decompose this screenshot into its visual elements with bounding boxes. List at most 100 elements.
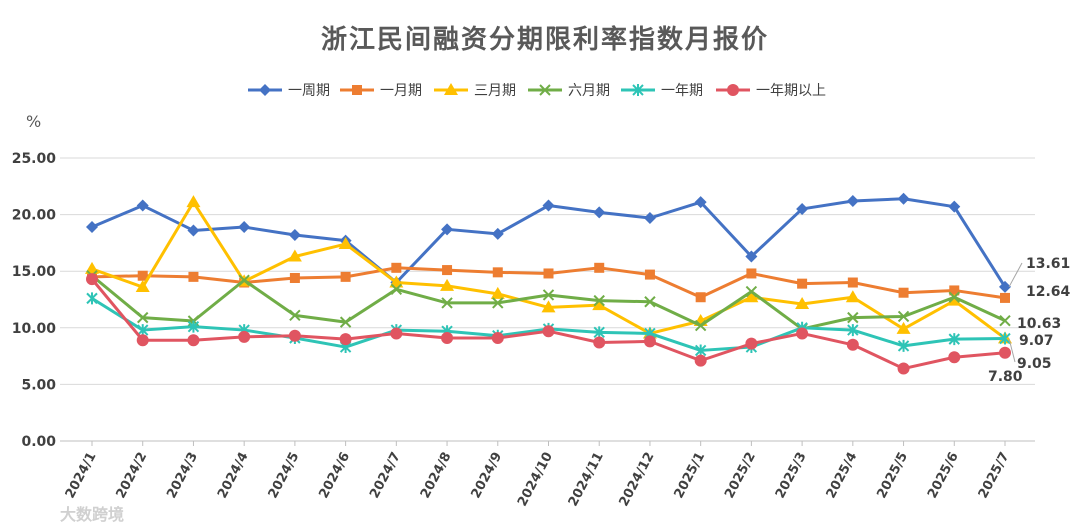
- data-point: [137, 270, 148, 281]
- data-point: [238, 221, 251, 234]
- data-point: [542, 289, 555, 301]
- y-tick-label: 20.00: [12, 208, 57, 224]
- x-tick-label: 2024/7: [367, 450, 404, 501]
- series-6: [86, 273, 1011, 375]
- data-point: [632, 84, 644, 96]
- x-tick-label: 2024/6: [316, 450, 353, 501]
- x-tick-label: 2025/5: [874, 450, 911, 501]
- data-point: [390, 327, 403, 340]
- data-point: [441, 331, 454, 344]
- data-point: [847, 277, 858, 288]
- leader-line: [1008, 262, 1023, 288]
- data-point: [490, 286, 505, 299]
- data-point: [238, 274, 250, 286]
- y-tick-label: 5.00: [21, 377, 56, 393]
- y-tick-label: 25.00: [12, 151, 57, 167]
- y-tick-labels: 0.00 5.00 10.00 15.00 20.00 25.00: [12, 151, 57, 450]
- data-point: [643, 335, 656, 348]
- series-1: [86, 192, 1011, 293]
- data-point: [846, 195, 859, 208]
- end-data-label: 7.80: [988, 369, 1023, 385]
- data-point: [999, 280, 1011, 293]
- data-point: [86, 221, 98, 234]
- data-point: [999, 346, 1011, 359]
- data-point: [896, 321, 911, 334]
- data-point: [492, 297, 504, 309]
- data-point: [745, 337, 758, 350]
- data-point: [745, 285, 758, 298]
- x-tick-label: 2024/12: [617, 450, 658, 509]
- data-point: [136, 199, 149, 212]
- data-point: [797, 278, 808, 289]
- data-point: [796, 327, 809, 340]
- x-tick-label: 2025/2: [722, 450, 759, 501]
- data-point: [289, 309, 301, 322]
- data-point: [643, 211, 656, 224]
- data-point: [187, 320, 200, 333]
- data-point: [491, 227, 504, 240]
- data-point: [999, 332, 1011, 345]
- data-point: [948, 333, 960, 346]
- data-point: [287, 249, 302, 262]
- data-point: [441, 297, 453, 309]
- data-point: [745, 250, 758, 263]
- data-point: [491, 331, 504, 344]
- data-point: [187, 334, 200, 347]
- data-point: [289, 272, 300, 283]
- data-point: [135, 280, 150, 293]
- data-point: [999, 314, 1011, 327]
- data-point: [593, 294, 605, 307]
- series-layer: [85, 192, 1012, 375]
- x-tick-label: 2024/2: [114, 450, 151, 501]
- y-tick-label: 10.00: [12, 321, 57, 337]
- series-4: [86, 270, 1011, 335]
- data-point: [948, 351, 961, 364]
- x-tick-label: 2025/7: [976, 450, 1013, 501]
- data-point: [694, 344, 707, 357]
- data-point: [897, 362, 910, 375]
- data-point: [136, 334, 149, 347]
- data-point: [186, 195, 201, 208]
- data-point: [694, 319, 707, 332]
- x-tick-label: 2024/3: [164, 450, 201, 501]
- data-point: [390, 283, 403, 296]
- data-point: [543, 268, 554, 279]
- legend-label: 一月期: [380, 83, 422, 99]
- data-point: [86, 273, 98, 286]
- end-data-label: 13.61: [1026, 256, 1070, 272]
- end-data-label: 12.64: [1026, 284, 1071, 300]
- data-point: [137, 311, 149, 324]
- data-point: [594, 262, 605, 273]
- x-tick-label: 2024/11: [566, 450, 607, 509]
- data-point: [948, 291, 960, 303]
- data-point: [86, 292, 98, 305]
- leader-line: [1008, 338, 1016, 363]
- data-point: [187, 224, 200, 237]
- data-point: [694, 354, 707, 367]
- data-point: [592, 298, 607, 311]
- data-point: [542, 199, 555, 212]
- x-tick-label: 2025/1: [671, 450, 708, 501]
- x-tick-label: 2024/5: [266, 450, 303, 501]
- legend-label: 一年期: [661, 83, 703, 99]
- data-point: [440, 278, 455, 291]
- legend-item: 一年期以上: [716, 83, 826, 99]
- data-point: [338, 237, 353, 250]
- data-point: [746, 268, 757, 279]
- data-point: [845, 290, 860, 303]
- data-point: [442, 265, 453, 276]
- legend-label: 一周期: [288, 83, 330, 99]
- legend-item: 一年期: [621, 83, 703, 99]
- legend-item: 一周期: [248, 83, 330, 99]
- data-point: [492, 267, 503, 278]
- legend: 一周期 一月期 三月期 六月期 一年期 一年期以上: [248, 83, 826, 99]
- data-point: [593, 206, 606, 219]
- x-tick-label: 2024/4: [215, 450, 252, 501]
- data-point: [339, 316, 352, 328]
- data-point: [795, 297, 810, 310]
- end-data-label: 9.07: [1019, 333, 1054, 349]
- data-point: [897, 310, 910, 323]
- data-point: [1000, 292, 1010, 303]
- data-point: [288, 228, 301, 241]
